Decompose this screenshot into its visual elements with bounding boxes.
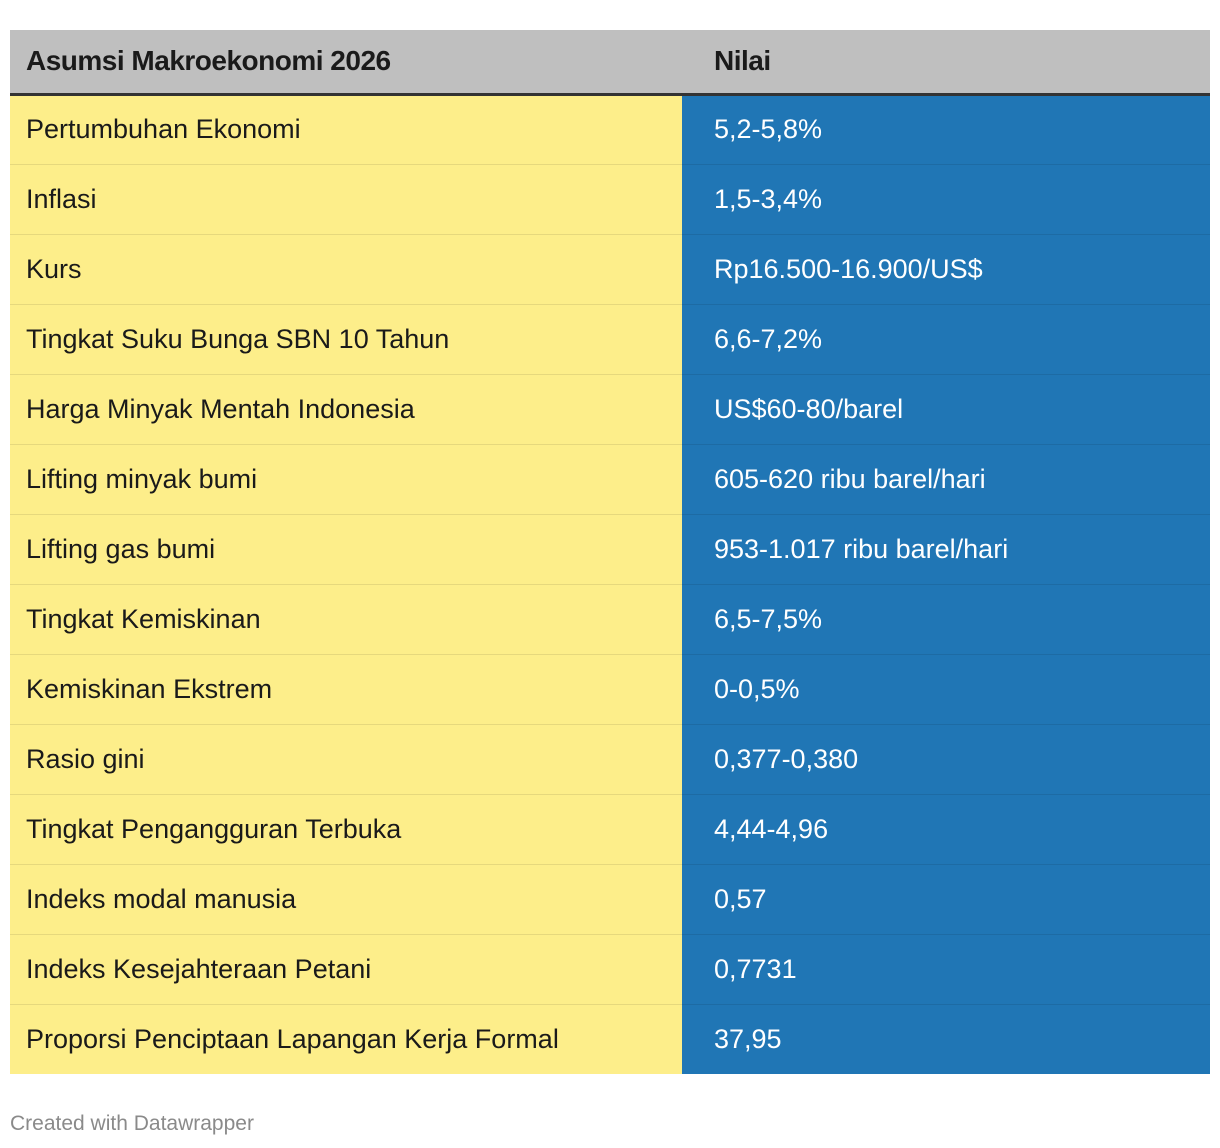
row-value-cell: 0-0,5%	[682, 654, 1210, 725]
table-row: Kurs Rp16.500-16.900/US$	[10, 234, 1210, 305]
header-row: Asumsi Makroekonomi 2026 Nilai	[10, 30, 1210, 96]
table-row: Pertumbuhan Ekonomi 5,2-5,8%	[10, 94, 1210, 165]
row-value-cell: US$60-80/barel	[682, 374, 1210, 445]
row-value-cell: 0,7731	[682, 934, 1210, 1005]
row-label-cell: Tingkat Kemiskinan	[10, 584, 682, 655]
row-label-cell: Inflasi	[10, 164, 682, 235]
header-cell-label[interactable]: Asumsi Makroekonomi 2026	[10, 30, 682, 96]
row-value-cell: 1,5-3,4%	[682, 164, 1210, 235]
table-row: Harga Minyak Mentah Indonesia US$60-80/ba…	[10, 374, 1210, 445]
table-row: Lifting gas bumi 953-1.017 ribu barel/har…	[10, 514, 1210, 585]
table-row: Indeks modal manusia 0,57	[10, 864, 1210, 935]
table-row: Tingkat Kemiskinan 6,5-7,5%	[10, 584, 1210, 655]
table-row: Kemiskinan Ekstrem 0-0,5%	[10, 654, 1210, 725]
row-label-cell: Lifting minyak bumi	[10, 444, 682, 515]
table-header: Asumsi Makroekonomi 2026 Nilai	[10, 30, 1210, 96]
row-value-cell: 0,377-0,380	[682, 724, 1210, 795]
table-row: Tingkat Pengangguran Terbuka 4,44-4,96	[10, 794, 1210, 865]
row-value-cell: 4,44-4,96	[682, 794, 1210, 865]
table-row: Rasio gini 0,377-0,380	[10, 724, 1210, 795]
row-value-cell: 953-1.017 ribu barel/hari	[682, 514, 1210, 585]
row-value-cell: 5,2-5,8%	[682, 94, 1210, 165]
row-label-cell: Harga Minyak Mentah Indonesia	[10, 374, 682, 445]
data-table-container: Asumsi Makroekonomi 2026 Nilai Pertumbuh…	[10, 30, 1210, 1074]
datawrapper-credit: Created with Datawrapper	[10, 1112, 254, 1135]
row-label-cell: Proporsi Penciptaan Lapangan Kerja Forma…	[10, 1004, 682, 1074]
row-label-cell: Tingkat Suku Bunga SBN 10 Tahun	[10, 304, 682, 375]
row-label-cell: Indeks modal manusia	[10, 864, 682, 935]
row-label-cell: Lifting gas bumi	[10, 514, 682, 585]
row-label-cell: Indeks Kesejahteraan Petani	[10, 934, 682, 1005]
header-cell-value[interactable]: Nilai	[682, 30, 1210, 96]
table-row: Tingkat Suku Bunga SBN 10 Tahun 6,6-7,2%	[10, 304, 1210, 375]
row-label-cell: Rasio gini	[10, 724, 682, 795]
table-body: Pertumbuhan Ekonomi 5,2-5,8% Inflasi 1,5-3,…	[10, 94, 1210, 1074]
row-value-cell: 37,95	[682, 1004, 1210, 1074]
table-row: Inflasi 1,5-3,4%	[10, 164, 1210, 235]
row-label-cell: Kurs	[10, 234, 682, 305]
row-value-cell: 0,57	[682, 864, 1210, 935]
row-value-cell: 6,6-7,2%	[682, 304, 1210, 375]
table-row: Proporsi Penciptaan Lapangan Kerja Forma…	[10, 1004, 1210, 1074]
macro-assumptions-table: Asumsi Makroekonomi 2026 Nilai Pertumbuh…	[10, 30, 1210, 1074]
row-label-cell: Pertumbuhan Ekonomi	[10, 94, 682, 165]
row-value-cell: 6,5-7,5%	[682, 584, 1210, 655]
row-value-cell: 605-620 ribu barel/hari	[682, 444, 1210, 515]
table-row: Indeks Kesejahteraan Petani 0,7731	[10, 934, 1210, 1005]
table-row: Lifting minyak bumi 605-620 ribu barel/ha…	[10, 444, 1210, 515]
row-label-cell: Tingkat Pengangguran Terbuka	[10, 794, 682, 865]
row-value-cell: Rp16.500-16.900/US$	[682, 234, 1210, 305]
row-label-cell: Kemiskinan Ekstrem	[10, 654, 682, 725]
